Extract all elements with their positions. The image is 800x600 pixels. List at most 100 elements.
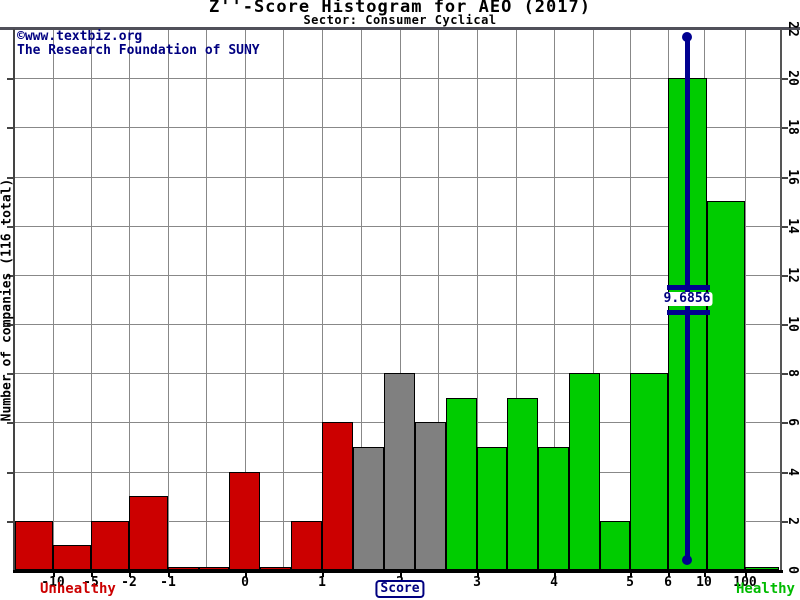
x-axis-line — [13, 570, 783, 573]
y-axis-title: Number of companies (116 total) — [0, 178, 15, 422]
y-axis-tick-right — [782, 422, 788, 424]
histogram-bar-7 — [260, 567, 291, 570]
y-gridline — [14, 275, 780, 276]
x-tick-label: 0 — [241, 575, 249, 590]
x-tick-label: 6 — [664, 575, 672, 590]
x-tick-label: -2 — [121, 575, 137, 590]
x-gridline — [477, 29, 478, 570]
y-tick-label: 0 — [785, 566, 800, 574]
x-gridline — [206, 29, 207, 570]
histogram-bar-12 — [415, 422, 446, 570]
histogram-bar-2 — [91, 521, 129, 570]
histogram-bar-21 — [707, 201, 745, 570]
y-axis-tick-left — [7, 127, 13, 129]
x-gridline — [554, 29, 555, 570]
y-tick-label: 8 — [785, 369, 800, 377]
y-tick-label: 12 — [785, 267, 800, 283]
x-tick-label: 5 — [626, 575, 634, 590]
unhealthy-label: Unhealthy — [40, 581, 116, 597]
x-tick-label: 100 — [733, 575, 757, 590]
histogram-bar-15 — [507, 398, 538, 570]
x-gridline — [53, 29, 54, 570]
x-tick-label: 10 — [696, 575, 712, 590]
y-axis-tick-right — [782, 177, 788, 179]
y-axis-tick-right — [782, 324, 788, 326]
y-gridline — [14, 78, 780, 79]
y-tick-label: 4 — [785, 468, 800, 476]
x-gridline — [400, 29, 401, 570]
x-gridline — [630, 29, 631, 570]
watermark: ©www.textbiz.org The Research Foundation… — [17, 30, 260, 58]
x-axis-tick — [245, 573, 247, 577]
y-axis-tick-right — [782, 521, 788, 523]
x-axis-tick — [168, 573, 170, 577]
marker-value-chip: 9.6856 — [661, 291, 713, 306]
y-axis-tick-right — [782, 226, 788, 228]
header-divider — [0, 27, 800, 30]
y-tick-label: 6 — [785, 418, 800, 426]
marker-top-dot — [682, 32, 692, 42]
x-gridline — [438, 29, 439, 570]
y-axis-tick-left — [7, 324, 13, 326]
histogram-bar-18 — [600, 521, 630, 570]
x-tick-label: 3 — [473, 575, 481, 590]
watermark-line1: ©www.textbiz.org — [17, 29, 143, 44]
y-axis-tick-right — [782, 275, 788, 277]
y-axis-tick-right — [782, 472, 788, 474]
x-gridline — [745, 29, 746, 570]
histogram-bar-1 — [53, 545, 91, 570]
histogram-bar-16 — [538, 447, 569, 570]
y-axis-tick-left — [7, 521, 13, 523]
x-tick-label: -5 — [83, 575, 99, 590]
histogram-bar-22 — [745, 567, 779, 570]
histogram-bar-6 — [229, 472, 260, 570]
x-gridline — [361, 29, 362, 570]
histogram-bar-9 — [322, 422, 353, 570]
x-tick-label: -10 — [41, 575, 65, 590]
x-gridline — [593, 29, 594, 570]
plot-right-border — [780, 29, 782, 570]
histogram-bar-11 — [384, 373, 415, 570]
histogram-bar-3 — [129, 496, 168, 570]
x-tick-label: 4 — [550, 575, 558, 590]
x-gridline — [129, 29, 130, 570]
x-tick-label: 1 — [318, 575, 326, 590]
histogram-bar-19 — [630, 373, 668, 570]
y-axis-tick-left — [7, 373, 13, 375]
y-gridline — [14, 127, 780, 128]
watermark-line2: The Research Foundation of SUNY — [17, 43, 260, 58]
y-tick-label: 2 — [785, 517, 800, 525]
chart-subtitle: Sector: Consumer Cyclical — [303, 13, 497, 27]
x-axis-tick — [554, 573, 556, 577]
y-axis-tick-right — [782, 78, 788, 80]
y-axis-tick-left — [7, 275, 13, 277]
y-tick-label: 16 — [785, 169, 800, 185]
x-gridline — [516, 29, 517, 570]
histogram-bar-10 — [353, 447, 384, 570]
y-tick-label: 10 — [785, 316, 800, 332]
y-axis-tick-right — [782, 127, 788, 129]
x-axis-tick — [400, 573, 402, 577]
y-axis-tick-left — [7, 422, 13, 424]
histogram-bar-13 — [446, 398, 477, 570]
x-gridline — [322, 29, 323, 570]
histogram-bar-8 — [291, 521, 322, 570]
x-axis-tick — [53, 573, 55, 577]
y-gridline — [14, 324, 780, 325]
x-axis-tick — [91, 573, 93, 577]
x-gridline — [168, 29, 169, 570]
histogram-bar-14 — [477, 447, 507, 570]
x-tick-label: -1 — [160, 575, 176, 590]
y-tick-label: 18 — [785, 119, 800, 135]
y-axis-tick-left — [7, 472, 13, 474]
y-tick-label: 22 — [785, 21, 800, 37]
y-tick-label: 20 — [785, 70, 800, 86]
x-axis-tick — [129, 573, 131, 577]
x-axis-tick — [322, 573, 324, 577]
y-tick-label: 14 — [785, 218, 800, 234]
marker-whisker-upper — [667, 285, 710, 290]
healthy-label: Healthy — [735, 581, 795, 597]
y-axis-tick-left — [7, 78, 13, 80]
